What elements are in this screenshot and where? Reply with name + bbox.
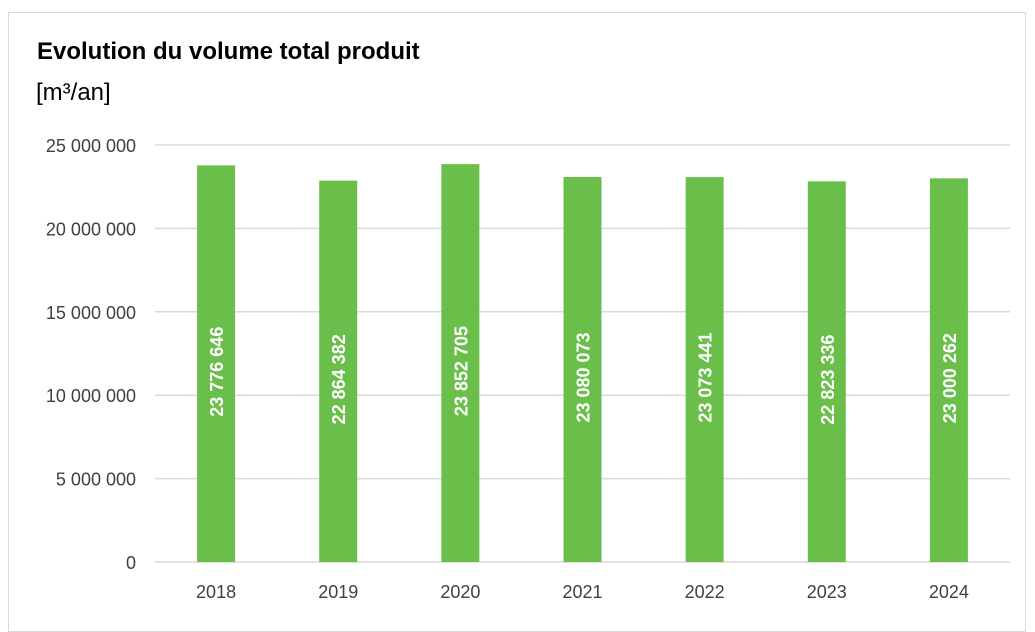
data-label: 23 073 441 xyxy=(696,333,716,423)
y-tick-label: 10 000 000 xyxy=(46,386,136,406)
data-label: 23 000 262 xyxy=(940,333,960,423)
bar-2024 xyxy=(929,178,968,562)
data-label: 22 864 382 xyxy=(329,334,349,424)
y-tick-label: 25 000 000 xyxy=(46,136,136,156)
bar-2022 xyxy=(685,177,724,562)
x-tick-label: 2019 xyxy=(318,582,358,602)
chart-title: Evolution du volume total produit xyxy=(37,38,420,65)
bar-2020 xyxy=(441,164,480,562)
data-label: 23 776 646 xyxy=(207,327,227,417)
bar-chart-plot: 0 5 000 000 10 000 000 15 000 000 20 000 000… xyxy=(46,136,1010,602)
y-tick-label: 15 000 000 xyxy=(46,303,136,323)
y-tick-label: 20 000 000 xyxy=(46,219,136,239)
data-label: 23 852 705 xyxy=(451,326,471,416)
bar-2021 xyxy=(563,177,602,562)
bar-2019 xyxy=(319,180,358,562)
chart-unit-label: [m³/an] xyxy=(36,79,111,106)
data-label: 22 823 336 xyxy=(818,335,838,425)
y-tick-label: 0 xyxy=(126,553,136,573)
x-tick-label: 2023 xyxy=(807,582,847,602)
x-tick-label: 2020 xyxy=(440,582,480,602)
x-tick-label: 2024 xyxy=(929,582,969,602)
x-tick-label: 2021 xyxy=(562,582,602,602)
chart-frame xyxy=(8,12,1026,632)
y-tick-label: 5 000 000 xyxy=(56,470,136,490)
bar-2018 xyxy=(197,165,236,562)
data-label: 23 080 073 xyxy=(574,332,594,422)
x-tick-label: 2022 xyxy=(685,582,725,602)
bar-2023 xyxy=(807,181,846,562)
x-tick-label: 2018 xyxy=(196,582,236,602)
